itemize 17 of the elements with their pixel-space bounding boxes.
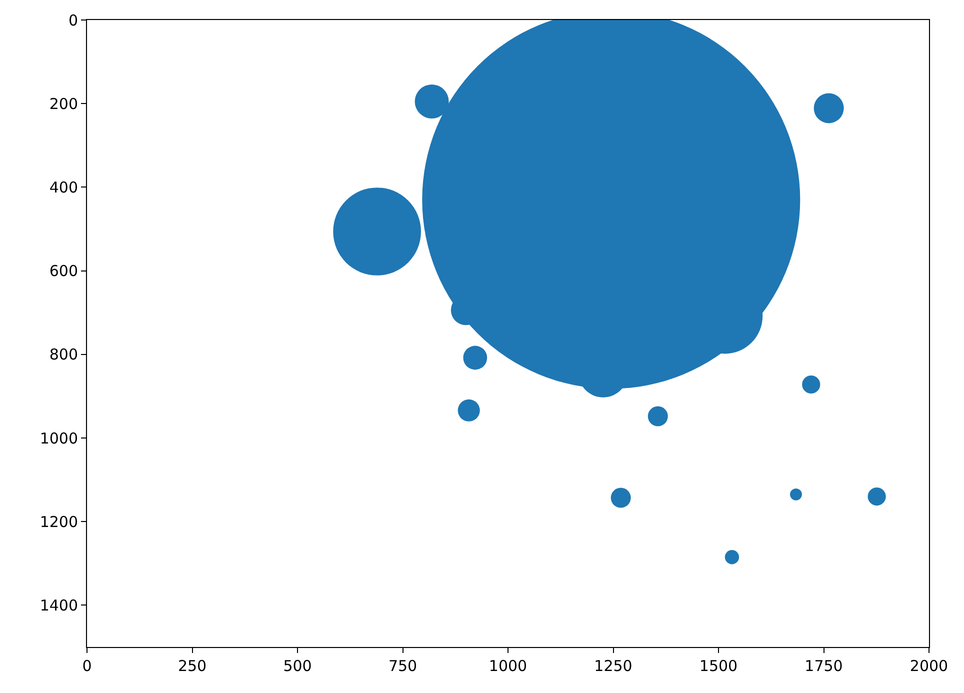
x-tick-label: 1750 bbox=[804, 657, 843, 675]
y-tick-label: 1400 bbox=[40, 596, 78, 614]
x-tick-label: 750 bbox=[388, 657, 418, 675]
x-tick-label: 2000 bbox=[910, 657, 948, 675]
x-tick-label: 1000 bbox=[488, 657, 528, 675]
y-tick-label: 800 bbox=[49, 346, 78, 364]
x-tick-label: 250 bbox=[178, 657, 207, 675]
y-tick-label: 600 bbox=[49, 262, 78, 280]
x-tick-label: 500 bbox=[283, 657, 312, 675]
x-tick-label: 1500 bbox=[699, 657, 738, 675]
y-tick-label: 1200 bbox=[40, 512, 78, 531]
y-tick-label: 400 bbox=[49, 178, 78, 196]
y-tick-label: 200 bbox=[49, 94, 78, 113]
x-tick-label: 1250 bbox=[594, 657, 632, 675]
y-tick-label: 1000 bbox=[40, 429, 78, 448]
x-tick-label: 0 bbox=[82, 657, 92, 675]
y-tick-label: 0 bbox=[68, 11, 78, 30]
